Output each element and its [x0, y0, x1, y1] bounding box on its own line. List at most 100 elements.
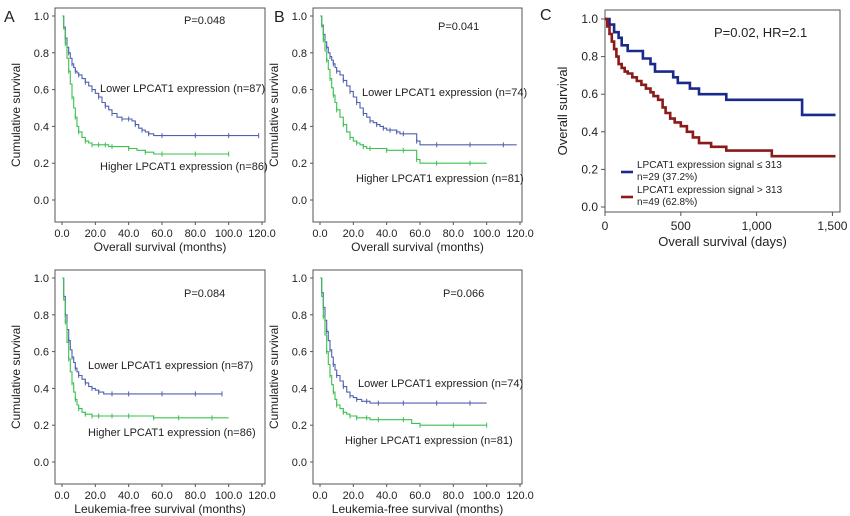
- x-tick-label: 0.0: [312, 228, 327, 240]
- legend-label-low: LPCAT1 expression signal ≤ 313: [637, 160, 782, 171]
- x-tick-label: 40.0: [376, 228, 397, 240]
- y-tick-label: 0.8: [34, 310, 49, 322]
- legend-label-high: LPCAT1 expression signal > 313: [637, 185, 783, 196]
- y-tick-label: 0.0: [34, 195, 49, 207]
- plot-frame: [312, 7, 523, 223]
- x-tick-label: 0.0: [54, 228, 69, 240]
- x-tick-label: 120.0: [248, 490, 276, 502]
- x-tick-label: 1,500: [817, 219, 847, 233]
- series-label-lower: Lower LPCAT1 expression (n=74): [358, 378, 523, 390]
- series-line-higher: [62, 277, 229, 419]
- x-tick-label: 120.0: [506, 490, 534, 502]
- series-label-lower: Lower LPCAT1 expression (n=74): [362, 87, 527, 99]
- y-axis-title: Cumulative survival: [9, 325, 23, 429]
- x-tick-label: 80.0: [443, 490, 464, 502]
- x-tick-label: 0.0: [54, 490, 69, 502]
- p-value-label: P=0.02, HR=2.1: [714, 25, 807, 40]
- series-label-lower: Lower LPCAT1 expression (n=87): [88, 360, 253, 372]
- panel-letter-b: B: [274, 9, 285, 26]
- x-tick-label: 20.0: [343, 490, 364, 502]
- series-line-higher: [320, 277, 487, 426]
- x-tick-label: 40.0: [118, 490, 139, 502]
- x-tick-label: 100.0: [215, 490, 243, 502]
- x-tick-label: 100.0: [473, 490, 501, 502]
- y-tick-label: 0.0: [292, 195, 307, 207]
- p-value-label: P=0.041: [438, 21, 479, 33]
- y-tick-label: 0.6: [34, 347, 49, 359]
- legend-count-high: n=49 (62.8%): [637, 197, 697, 208]
- p-value-label: P=0.066: [443, 288, 484, 300]
- x-tick-label: 120.0: [248, 228, 276, 240]
- y-tick-label: 0.8: [581, 50, 598, 64]
- y-tick-label: 0.8: [292, 48, 307, 60]
- x-axis-title: Overall survival (months): [94, 240, 227, 254]
- y-tick-label: 0.4: [581, 125, 598, 139]
- x-tick-label: 20.0: [343, 228, 364, 240]
- y-tick-label: 0.4: [34, 383, 49, 395]
- x-tick-label: 500: [671, 219, 691, 233]
- x-axis-title: Leukemia-free survival (months): [332, 502, 503, 516]
- y-axis-title: Cumulative survival: [267, 325, 281, 429]
- x-axis-title: Leukemia-free survival (months): [74, 502, 245, 516]
- x-tick-label: 40.0: [376, 490, 397, 502]
- y-tick-label: 0.4: [292, 121, 307, 133]
- x-tick-label: 60.0: [409, 228, 430, 240]
- series-label-higher: Higher LPCAT1 expression (n=86): [88, 427, 256, 439]
- y-tick-label: 0.2: [34, 420, 49, 432]
- series-line-high: [605, 17, 836, 158]
- plot-frame: [312, 269, 523, 485]
- series-line-higher: [320, 15, 487, 164]
- x-tick-label: 80.0: [185, 228, 206, 240]
- legend-count-low: n=29 (37.2%): [637, 172, 697, 183]
- series-line-lower: [320, 15, 517, 146]
- y-tick-label: 1.0: [581, 12, 598, 26]
- y-tick-label: 0.4: [292, 383, 307, 395]
- x-tick-label: 60.0: [151, 490, 172, 502]
- y-tick-label: 0.8: [34, 48, 49, 60]
- y-tick-label: 1.0: [34, 273, 49, 285]
- x-tick-label: 100.0: [215, 228, 243, 240]
- y-axis-title: Overall survival: [555, 66, 570, 155]
- series-label-higher: Higher LPCAT1 expression (n=81): [345, 435, 513, 447]
- chart-panel-b: 0.0 0.2 0.4 0.6 0.8 1.0 0.0 20.0 40.0 60.0 80.0 100…: [267, 7, 534, 254]
- y-axis-title: Cumulative survival: [9, 63, 23, 167]
- series-label-lower: Lower LPCAT1 expression (n=87): [100, 83, 265, 95]
- x-tick-label: 120.0: [506, 228, 534, 240]
- chart-panel-a: 0.0 0.2 0.4 0.6 0.8 1.0 0.0 20.0 40.0 60.0 80.0 100…: [9, 7, 276, 254]
- series-line-low: [605, 17, 836, 117]
- p-value-label: P=0.084: [184, 288, 225, 300]
- y-tick-label: 0.6: [34, 85, 49, 97]
- x-axis-title: Overall survival (months): [351, 240, 484, 254]
- plot-frame: [604, 9, 841, 213]
- x-tick-label: 20.0: [85, 490, 106, 502]
- y-tick-label: 1.0: [292, 273, 307, 285]
- x-tick-label: 1,000: [742, 219, 772, 233]
- y-tick-label: 1.0: [292, 11, 307, 23]
- series-line-lower: [62, 15, 259, 137]
- series-label-higher: Higher LPCAT1 expression (n=86): [100, 161, 268, 173]
- y-tick-label: 0.8: [292, 310, 307, 322]
- series-label-higher: Higher LPCAT1 expression (n=81): [356, 173, 524, 185]
- series-line-lower: [320, 277, 487, 404]
- y-tick-label: 1.0: [34, 11, 49, 23]
- y-tick-label: 0.0: [292, 457, 307, 469]
- chart-panel-b-lower: 0.0 0.2 0.4 0.6 0.8 1.0 0.0 20.0 40.0 60.0 80.0 100…: [267, 269, 534, 516]
- y-tick-label: 0.4: [34, 121, 49, 133]
- panel-letter-c: C: [540, 7, 552, 24]
- y-tick-label: 0.2: [292, 158, 307, 170]
- y-tick-label: 0.0: [34, 457, 49, 469]
- x-tick-label: 80.0: [443, 228, 464, 240]
- chart-panel-a-lower: 0.0 0.2 0.4 0.6 0.8 1.0 0.0 20.0 40.0 60.0 80.0 100…: [9, 269, 276, 516]
- y-tick-label: 0.2: [34, 158, 49, 170]
- y-tick-label: 0.6: [581, 87, 598, 101]
- y-tick-label: 0.0: [581, 200, 598, 214]
- chart-panel-c: 0.0 0.2 0.4 0.6 0.8 1.0 0 500 1,000 1,500 Overall …: [555, 9, 848, 249]
- x-axis-title: Overall survival (days): [658, 234, 787, 249]
- p-value-label: P=0.048: [184, 15, 225, 27]
- x-tick-label: 0.0: [312, 490, 327, 502]
- series-line-lower: [62, 277, 222, 395]
- plot-frame: [54, 7, 266, 223]
- x-tick-label: 40.0: [118, 228, 139, 240]
- x-tick-label: 100.0: [473, 228, 501, 240]
